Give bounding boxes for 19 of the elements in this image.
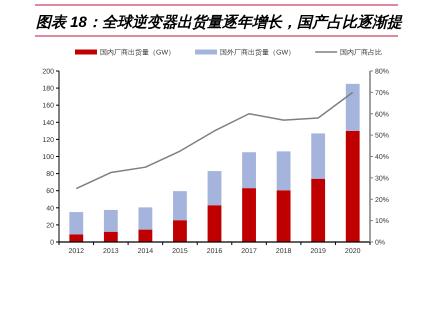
bar	[208, 171, 222, 206]
chart-title: 图表 18：全球逆变器出货量逐年增长，国产占比逐渐提	[36, 13, 403, 31]
bar	[104, 210, 118, 232]
bar	[173, 220, 187, 242]
bar	[242, 188, 256, 242]
bar	[242, 152, 256, 188]
bar	[104, 232, 118, 242]
bar	[138, 230, 152, 242]
bar	[276, 190, 291, 242]
bar	[276, 151, 291, 190]
bar	[311, 178, 326, 242]
bar	[346, 130, 360, 242]
bar	[208, 205, 222, 242]
bar	[311, 133, 326, 179]
bar	[69, 212, 84, 234]
line-series	[76, 92, 354, 190]
bar	[138, 207, 152, 230]
bar	[346, 84, 360, 131]
bar	[173, 191, 187, 220]
